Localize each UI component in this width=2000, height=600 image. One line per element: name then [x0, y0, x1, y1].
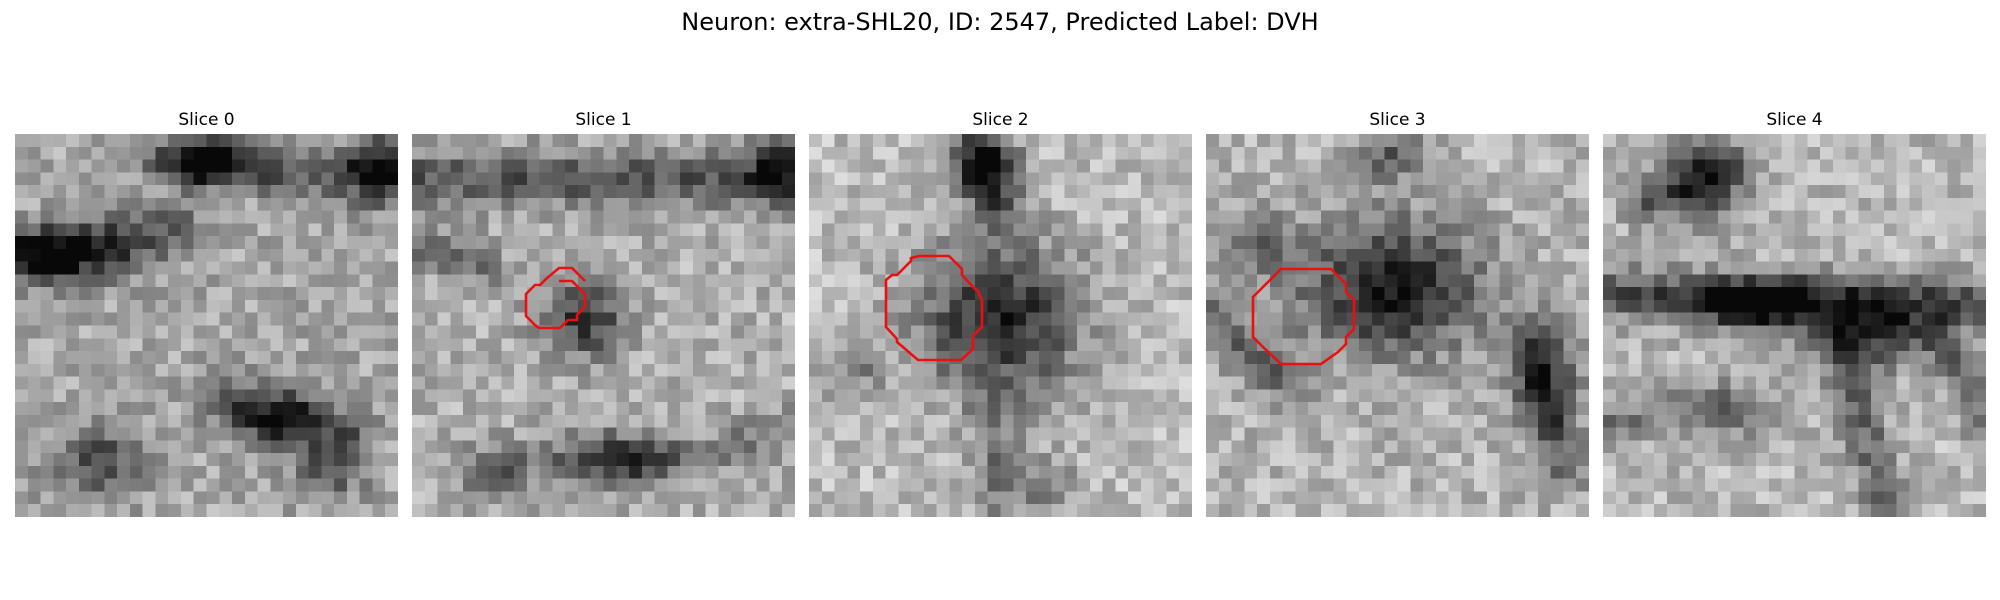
slice-title-1: Slice 1	[575, 110, 632, 130]
slice-1-roi-outline	[524, 266, 587, 330]
slice-panel-3: Slice 3	[1206, 108, 1589, 518]
slice-title-3: Slice 3	[1369, 110, 1426, 130]
slice-image-0	[15, 134, 398, 517]
slice-3-roi-outline	[1251, 267, 1356, 366]
slice-title-4: Slice 4	[1766, 110, 1823, 130]
slice-image-2	[809, 134, 1192, 517]
slice-panel-1: Slice 1	[412, 108, 795, 518]
figure-title: Neuron: extra-SHL20, ID: 2547, Predicted…	[681, 8, 1319, 36]
slice-2-roi-outline	[884, 254, 984, 362]
slice-image-3	[1206, 134, 1589, 517]
slice-2-roi-contour	[884, 254, 984, 362]
slice-1-roi-contour	[524, 266, 587, 330]
slice-image-1	[412, 134, 795, 517]
slice-image-4	[1603, 134, 1986, 517]
slice-panel-4: Slice 4	[1603, 108, 1986, 518]
slice-title-0: Slice 0	[178, 110, 235, 130]
slice-title-2: Slice 2	[972, 110, 1029, 130]
slice-panel-2: Slice 2	[809, 108, 1192, 518]
slice-panel-0: Slice 0	[15, 108, 398, 518]
slice-3-roi-contour	[1251, 267, 1356, 366]
